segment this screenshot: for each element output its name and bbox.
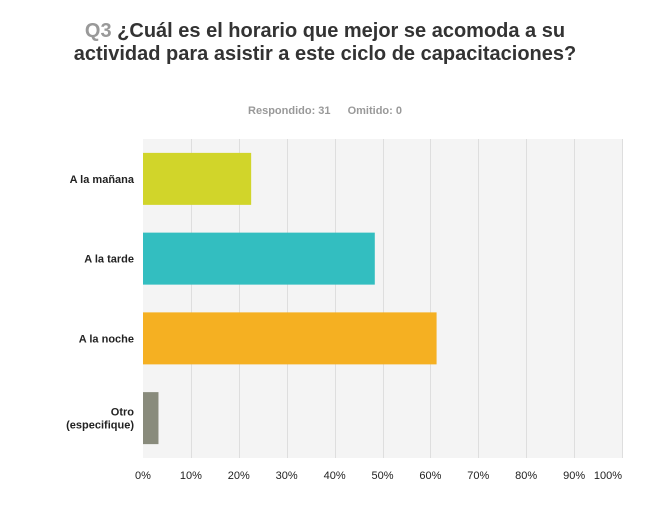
question-title: Q3 ¿Cuál es el horario que mejor se acom… <box>60 20 590 66</box>
category-label: Otro (especifique) <box>66 407 134 432</box>
category-label: A la noche <box>79 333 134 345</box>
question-text: ¿Cuál es el horario que mejor se acomoda… <box>73 20 577 65</box>
x-tick-label: 20% <box>228 470 250 482</box>
response-stats: Respondido: 31 Omitido: 0 <box>0 105 650 117</box>
x-tick-label: 70% <box>467 470 489 482</box>
answered-count: Respondido: 31 <box>248 105 331 117</box>
question-number: Q3 <box>84 20 112 42</box>
bar <box>143 232 375 285</box>
x-tick-label: 90% <box>563 470 585 482</box>
x-tick-label: 10% <box>180 470 202 482</box>
bar <box>143 312 437 365</box>
x-tick-label: 60% <box>419 470 441 482</box>
x-tick-label: 0% <box>135 470 151 482</box>
category-label: A la tarde <box>84 254 134 266</box>
category-label: A la mañana <box>70 174 135 186</box>
x-tick-label: 50% <box>371 470 393 482</box>
x-tick-label: 40% <box>324 470 346 482</box>
skipped-count: Omitido: 0 <box>347 105 402 117</box>
bar <box>143 392 159 445</box>
x-tick-label: 30% <box>276 470 298 482</box>
x-tick-label: 80% <box>515 470 537 482</box>
x-tick-label: 100% <box>594 470 622 482</box>
bar <box>143 152 252 205</box>
